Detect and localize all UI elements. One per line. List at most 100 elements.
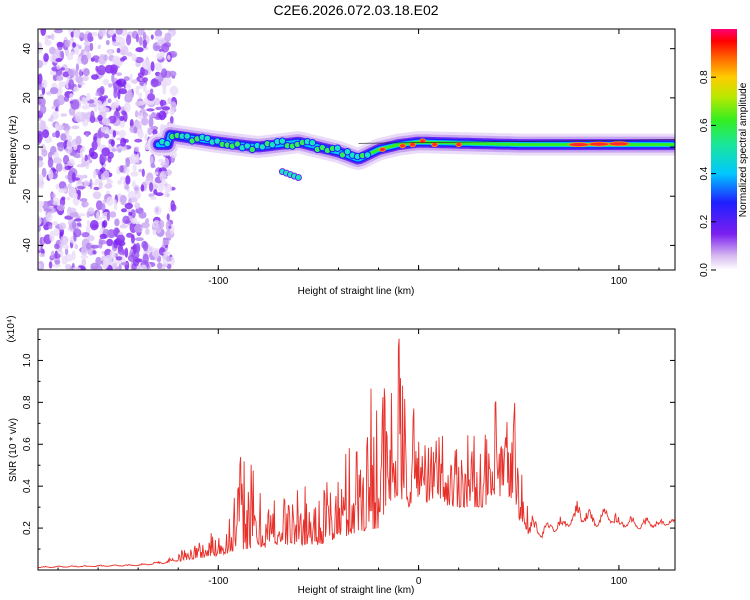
noise-blob [88,159,93,164]
noise-blob [73,232,77,242]
noise-blob [71,212,79,217]
noise-blob [99,233,108,240]
noise-blob [98,238,103,249]
noise-blob [162,164,169,169]
ridge-blob [203,134,212,143]
noise-blob [150,196,157,200]
noise-blob [89,178,93,190]
noise-blob [75,63,79,72]
noise-blob [96,211,100,222]
noise-blob [134,202,141,210]
noise-blob [142,39,147,49]
noise-blob [64,165,71,171]
y-tick-label: 0.4 [22,479,33,493]
noise-blob [38,97,46,107]
noise-blob [141,222,150,229]
noise-blob [141,240,148,249]
noise-blob [67,207,77,213]
noise-blob [90,151,98,160]
noise-blob [116,72,123,76]
noise-blob [89,220,99,231]
noise-blob [80,255,89,259]
colorbar-tick-label: 0.0 [699,263,710,277]
noise-blob [151,126,159,131]
noise-blob [150,61,155,72]
noise-blob [64,95,70,102]
noise-blob [81,54,89,65]
noise-blob [114,218,120,227]
noise-blob [60,113,68,117]
noise-blob [78,69,83,77]
noise-blob [43,208,53,212]
noise-blob [100,203,106,212]
noise-blob [119,165,124,173]
noise-blob [76,189,81,200]
noise-blob [53,228,60,237]
noise-blob [70,31,75,38]
noise-blob [101,117,111,126]
colorbar-tick-label: 0.4 [699,166,710,180]
noise-blob [75,111,83,123]
noise-blob [48,261,53,269]
noise-blob [117,179,123,185]
noise-blob [113,86,117,94]
noise-blob [144,133,148,142]
noise-blob [38,133,43,144]
noise-blob [112,130,117,138]
noise-blob [38,159,44,168]
hot-spot [568,142,590,148]
ridge-blob [243,142,252,150]
noise-blob [153,249,159,260]
noise-blob [55,130,60,139]
noise-blob [156,262,163,269]
noise-blob [117,148,122,153]
noise-blob [134,56,144,64]
noise-blob [159,99,167,106]
y-tick-label: 40 [22,43,33,55]
ridge-blob [233,140,242,148]
noise-blob [143,83,147,93]
noise-blob [98,216,103,220]
noise-blob [136,128,144,135]
noise-blob [112,41,120,47]
noise-blob [168,70,177,77]
noise-blob [103,133,110,139]
noise-blob [70,99,80,110]
noise-blob [132,163,137,172]
noise-blob [77,213,86,217]
noise-blob [94,59,99,63]
noise-blob [53,253,61,259]
noise-blob [72,266,81,270]
snr-scale-note: (x10⁴) [6,315,17,342]
noise-blob [104,183,113,189]
noise-blob [109,64,118,74]
noise-blob [118,130,127,138]
noise-blob [97,44,101,50]
x-tick-label: -100 [208,276,228,287]
noise-blob [62,71,70,78]
noise-blob [150,34,154,40]
noise-blob [142,253,149,265]
noise-blob [134,184,140,194]
noise-blob [132,243,137,255]
noise-blob [66,139,73,151]
noise-blob [85,242,92,250]
noise-blob [93,186,100,191]
noise-blob [90,262,99,270]
spectrogram-ylabel: Frequency (Hz) [8,116,19,185]
noise-blob [143,69,149,76]
noise-blob [150,162,156,168]
noise-blob [41,79,48,88]
noise-blob [153,205,162,216]
noise-blob [61,196,66,201]
noise-blob [125,157,130,168]
noise-blob [107,83,113,88]
noise-blob [92,250,97,255]
noise-blob [74,46,80,55]
noise-blob [84,44,91,53]
noise-blob [138,168,142,173]
noise-blob [53,157,62,164]
noise-blob [170,101,177,111]
noise-blob [51,105,57,110]
noise-blob [92,169,97,179]
